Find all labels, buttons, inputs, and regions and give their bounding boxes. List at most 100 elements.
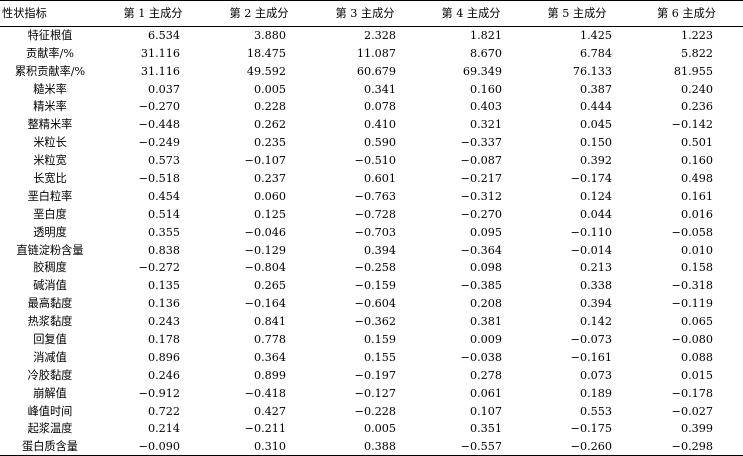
cell-pc4: 0.107 (469, 404, 502, 418)
cell-pc3: −0.362 (354, 315, 396, 329)
cell-pc1: 0.838 (147, 243, 180, 257)
cell-pc6: 0.498 (680, 171, 713, 185)
header-row: 性状指标 第 1 主成分 第 2 主成分 第 3 主成分 第 4 主成分 第 5… (0, 0, 743, 27)
cell-pc6: 5.822 (680, 46, 713, 60)
row-label: 透明度 (33, 225, 67, 239)
header-pc2: 第 2 主成分 (229, 6, 289, 20)
cell-pc6: 81.955 (673, 64, 713, 78)
table-row: 碱消值 0.135 0.265 −0.159 −0.385 0.338 −0.318 (0, 277, 743, 295)
cell-pc4: 0.098 (469, 261, 502, 275)
row-label: 贡献率/% (26, 46, 74, 60)
cell-pc2: −0.164 (244, 297, 286, 311)
table-row: 米粒宽 0.573 −0.107 −0.510 −0.087 0.392 0.160 (0, 152, 743, 170)
cell-pc2: 0.262 (253, 118, 286, 132)
cell-pc6: −0.318 (671, 279, 713, 293)
table-row: 垩白粒率 0.454 0.060 −0.763 −0.312 0.124 0.161 (0, 188, 743, 206)
table-row: 蛋白质含量 −0.090 0.310 0.388 −0.557 −0.260 −0.298 (0, 438, 743, 456)
row-label: 崩解值 (33, 386, 67, 400)
cell-pc1: 0.514 (147, 207, 180, 221)
cell-pc3: 0.601 (363, 171, 396, 185)
cell-pc1: −0.249 (138, 136, 180, 150)
cell-pc6: 0.399 (680, 422, 713, 436)
header-pc4: 第 4 主成分 (441, 6, 501, 20)
row-label: 垩白粒率 (27, 189, 73, 203)
header-pc5: 第 5 主成分 (547, 6, 607, 20)
cell-pc4: −0.270 (460, 207, 502, 221)
cell-pc1: −0.270 (138, 100, 180, 114)
cell-pc5: −0.175 (570, 422, 612, 436)
row-label: 回复值 (33, 332, 67, 346)
cell-pc1: 0.896 (147, 350, 180, 364)
cell-pc4: 0.278 (469, 368, 502, 382)
cell-pc6: 0.158 (680, 261, 713, 275)
cell-pc1: 0.722 (147, 404, 180, 418)
cell-pc5: 1.425 (579, 29, 612, 43)
cell-pc1: 0.573 (147, 154, 180, 168)
cell-pc6: −0.178 (671, 386, 713, 400)
cell-pc6: 0.015 (680, 368, 713, 382)
cell-pc4: 0.321 (469, 118, 502, 132)
cell-pc3: 0.155 (363, 350, 396, 364)
cell-pc3: −0.258 (354, 261, 396, 275)
row-label: 胶稠度 (33, 261, 67, 275)
row-label: 糙米率 (33, 82, 67, 96)
table-row: 起浆温度 0.214 −0.211 0.005 0.351 −0.175 0.399 (0, 420, 743, 438)
table-row: 贡献率/% 31.116 18.475 11.087 8.670 6.784 5.822 (0, 44, 743, 62)
cell-pc1: 0.214 (147, 422, 180, 436)
row-label: 整精米率 (27, 118, 73, 132)
cell-pc4: −0.385 (460, 279, 502, 293)
cell-pc2: −0.129 (244, 243, 286, 257)
table-row: 糙米率 0.037 0.005 0.341 0.160 0.387 0.240 (0, 80, 743, 98)
cell-pc5: 0.189 (579, 386, 612, 400)
cell-pc6: 0.236 (680, 100, 713, 114)
cell-pc3: −0.763 (354, 189, 396, 203)
cell-pc6: 0.016 (680, 207, 713, 221)
table-row: 长宽比 −0.518 0.237 0.601 −0.217 −0.174 0.498 (0, 170, 743, 188)
cell-pc3: 11.087 (356, 46, 396, 60)
table-row: 热浆黏度 0.243 0.841 −0.362 0.381 0.142 0.065 (0, 313, 743, 331)
cell-pc4: −0.087 (460, 154, 502, 168)
cell-pc3: 0.159 (363, 332, 396, 346)
cell-pc2: 0.427 (253, 404, 286, 418)
cell-pc2: 0.265 (253, 279, 286, 293)
cell-pc6: 0.240 (680, 82, 713, 96)
cell-pc2: 0.237 (253, 171, 286, 185)
header-pc3: 第 3 主成分 (335, 6, 395, 20)
cell-pc1: −0.090 (138, 440, 180, 454)
cell-pc5: −0.110 (570, 225, 612, 239)
row-label: 米粒长 (33, 136, 67, 150)
table-row: 米粒长 −0.249 0.235 0.590 −0.337 0.150 0.501 (0, 134, 743, 152)
cell-pc2: 0.125 (253, 207, 286, 221)
row-label: 长宽比 (33, 171, 67, 185)
cell-pc5: 0.392 (579, 154, 612, 168)
row-label: 蛋白质含量 (22, 440, 78, 454)
cell-pc1: −0.448 (138, 118, 180, 132)
cell-pc2: −0.211 (244, 422, 286, 436)
table-row: 直链淀粉含量 0.838 −0.129 0.394 −0.364 −0.014 0.010 (0, 241, 743, 259)
cell-pc4: 0.351 (469, 422, 502, 436)
cell-pc4: 0.381 (469, 315, 502, 329)
cell-pc3: 2.328 (363, 29, 396, 43)
cell-pc2: 3.880 (253, 29, 286, 43)
table-body: 特征根值 6.534 3.880 2.328 1.821 1.425 1.223 贡献率/% 3… (0, 27, 743, 456)
row-label: 消减值 (33, 350, 67, 364)
cell-pc2: 18.475 (246, 46, 286, 60)
row-label: 米粒宽 (33, 154, 67, 168)
table-row: 回复值 0.178 0.778 0.159 0.009 −0.073 −0.080 (0, 331, 743, 349)
cell-pc3: −0.604 (354, 297, 396, 311)
table-row: 冷胶黏度 0.246 0.899 −0.197 0.278 0.073 0.015 (0, 366, 743, 384)
cell-pc6: −0.058 (671, 225, 713, 239)
cell-pc5: 0.387 (579, 82, 612, 96)
cell-pc6: −0.080 (671, 332, 713, 346)
cell-pc2: −0.107 (244, 154, 286, 168)
cell-pc4: 0.403 (469, 100, 502, 114)
header-pc1: 第 1 主成分 (123, 6, 183, 20)
table-row: 精米率 −0.270 0.228 0.078 0.403 0.444 0.236 (0, 98, 743, 116)
cell-pc5: 0.044 (579, 207, 612, 221)
cell-pc2: 0.235 (253, 136, 286, 150)
cell-pc6: −0.027 (671, 404, 713, 418)
cell-pc1: −0.272 (138, 261, 180, 275)
cell-pc5: −0.161 (570, 350, 612, 364)
cell-pc4: 0.160 (469, 82, 502, 96)
